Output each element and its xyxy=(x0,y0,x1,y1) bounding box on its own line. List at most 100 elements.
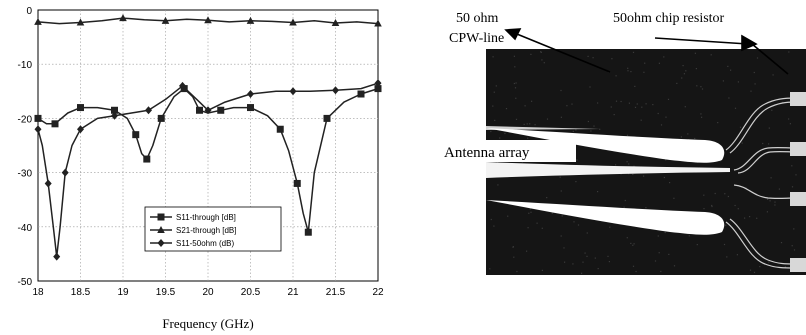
data-point xyxy=(323,114,331,122)
photo-speckle xyxy=(665,116,667,118)
photo-speckle xyxy=(593,125,595,127)
photo-speckle xyxy=(551,212,553,214)
photo-speckle xyxy=(769,200,771,202)
photo-speckle xyxy=(515,97,517,99)
photo-speckle xyxy=(635,270,637,273)
photo-speckle xyxy=(530,53,532,55)
photo-speckle xyxy=(645,103,647,105)
data-point xyxy=(276,125,284,133)
photo-speckle xyxy=(762,142,764,145)
data-point xyxy=(180,85,188,93)
photo-speckle xyxy=(756,57,759,59)
photo-speckle xyxy=(626,161,628,163)
data-point xyxy=(204,16,212,24)
photo-speckle xyxy=(657,235,659,237)
photo-speckle xyxy=(768,127,770,129)
photo-speckle xyxy=(753,271,756,273)
photo-speckle xyxy=(791,186,794,188)
x-tick-label: 18 xyxy=(32,287,44,298)
data-point xyxy=(204,106,212,115)
grid-lines xyxy=(38,10,378,281)
series-group xyxy=(34,14,382,261)
cpw-traces xyxy=(725,97,797,269)
photo-speckle xyxy=(513,55,515,57)
photo-speckle xyxy=(626,237,628,239)
photo-speckle xyxy=(546,197,548,199)
photo-speckle xyxy=(633,165,635,167)
photo-speckle xyxy=(753,71,755,74)
photo-speckle xyxy=(541,227,543,229)
photo-speckle xyxy=(490,218,492,221)
photo-speckle xyxy=(782,101,784,103)
data-point xyxy=(51,120,59,128)
photo-speckle xyxy=(780,242,783,244)
data-point xyxy=(76,18,85,26)
photo-speckle xyxy=(540,51,542,53)
data-point xyxy=(161,16,170,24)
data-point xyxy=(119,14,127,22)
annotation-arrows xyxy=(504,28,789,75)
photo-speckle xyxy=(608,261,610,263)
data-point xyxy=(61,168,69,177)
series-3 xyxy=(34,79,382,261)
data-point xyxy=(77,104,84,112)
data-point xyxy=(34,114,42,122)
photo-speckle xyxy=(571,103,573,105)
photo-speckle xyxy=(494,119,496,121)
photo-speckle xyxy=(546,118,549,120)
photo-speckle xyxy=(663,56,665,58)
data-point xyxy=(289,18,297,26)
photo-speckle xyxy=(493,225,495,227)
x-tick-labels: 18 18.5 19 19.5 20 20.5 21 21.5 22 xyxy=(32,287,384,298)
photo-speckle xyxy=(584,252,586,254)
data-point xyxy=(179,81,186,90)
antenna-photo: 50 ohm CPW-line 50ohm chip resistor Ante… xyxy=(440,11,806,275)
photo-speckle xyxy=(541,269,543,271)
x-axis-label: Frequency (GHz) xyxy=(162,316,253,331)
photo-speckle xyxy=(497,184,499,186)
photo-speckle xyxy=(673,197,675,199)
photo-speckle xyxy=(529,123,531,125)
photo-speckle xyxy=(710,54,712,56)
photo-speckle xyxy=(681,77,683,79)
photo-speckle xyxy=(645,207,647,209)
data-point xyxy=(111,106,118,114)
photo-speckle xyxy=(615,164,617,166)
photo-speckle xyxy=(516,270,518,273)
photo-speckle xyxy=(540,51,542,53)
photo-speckle xyxy=(682,65,684,67)
photo-speckle xyxy=(772,74,774,76)
photo-speckle xyxy=(788,118,790,120)
series-1 xyxy=(34,85,382,236)
chip-resistor-2 xyxy=(790,142,806,156)
photo-speckle xyxy=(745,187,747,189)
photo-speckle xyxy=(669,182,671,184)
photo-speckle xyxy=(788,51,790,53)
data-point xyxy=(157,114,165,122)
photo-speckle xyxy=(489,268,491,270)
data-point xyxy=(132,131,140,139)
photo-speckle xyxy=(634,85,636,87)
photo-speckle xyxy=(628,102,630,104)
antenna-slot-4 xyxy=(486,126,600,130)
x-tick-label: 19.5 xyxy=(156,287,176,298)
photo-speckle xyxy=(723,243,726,246)
x-tick-label: 21.5 xyxy=(326,287,346,298)
photo-speckle xyxy=(611,58,613,60)
photo-speckle xyxy=(582,261,584,263)
photo-speckle xyxy=(730,69,732,71)
antenna-slot-3 xyxy=(486,200,725,235)
photo-speckle xyxy=(576,159,578,161)
photo-speckle xyxy=(627,67,629,69)
photo-speckle xyxy=(643,175,645,177)
photo-speckle xyxy=(714,192,716,195)
legend-marker xyxy=(157,213,165,221)
photo-speckle xyxy=(543,62,545,64)
photo-speckle xyxy=(534,124,536,126)
photo-speckle xyxy=(597,191,599,193)
photo-speckle xyxy=(726,256,728,258)
data-point xyxy=(293,179,301,187)
legend-items: S11-through [dB] S21-through [dB] S11-50oh… xyxy=(150,213,236,248)
photo-speckle xyxy=(630,71,632,73)
photo-speckle xyxy=(627,70,629,72)
